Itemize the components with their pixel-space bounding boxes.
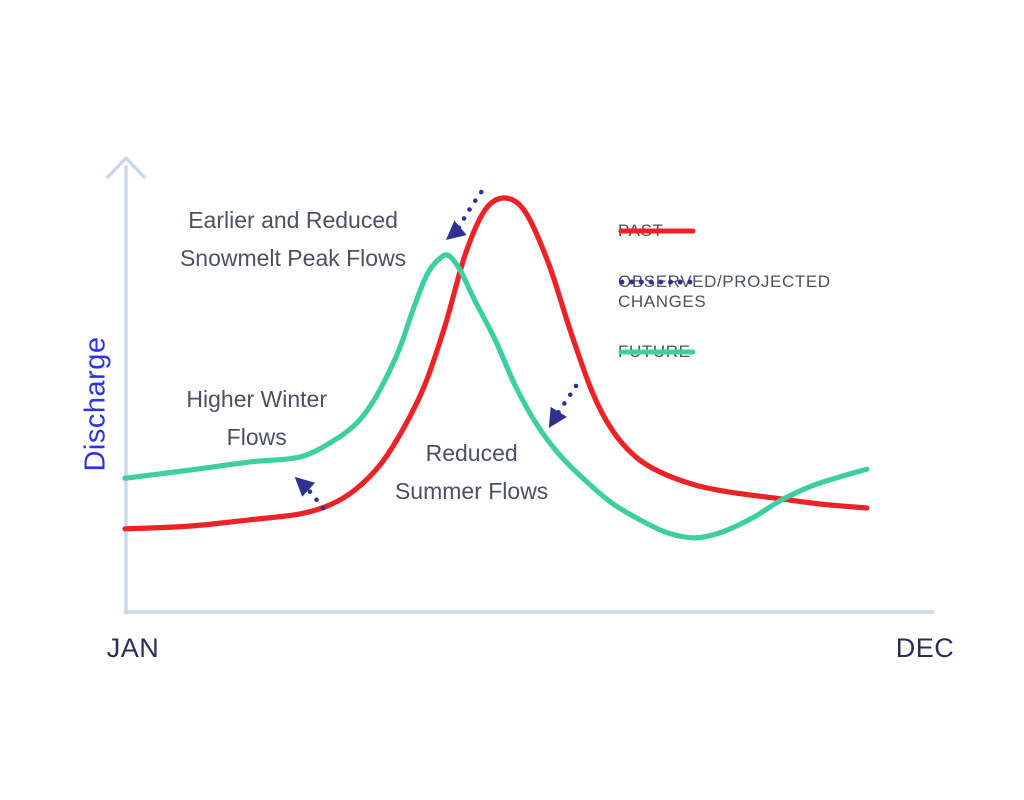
curve-past: [122, 195, 870, 532]
arrowhead-icon: [294, 476, 316, 497]
annotation-winter-flows: Higher Winter Flows: [186, 386, 328, 451]
legend-item-changes: OBSERVED/PROJECTED CHANGES: [618, 272, 848, 312]
legend-item-future: FUTURE: [618, 342, 848, 362]
y-axis-title: Discharge: [79, 336, 112, 472]
x-tick-dec: DEC: [895, 633, 955, 663]
arrow-snowmelt-shift: [446, 189, 484, 240]
legend-swatch-changes-icon: [619, 279, 695, 285]
annotation-summer-flows: Reduced Summer Flows: [394, 439, 549, 504]
legend-item-past: PAST: [618, 221, 848, 241]
arrowhead-icon: [548, 406, 567, 428]
annotation-snowmelt-peak: Earlier and Reduced Snowmelt Peak Flows: [179, 207, 407, 272]
legend-swatch-future-icon: [618, 349, 696, 355]
y-axis-arrow-icon: [106, 156, 146, 179]
arrow-summer-decrease: [548, 383, 579, 428]
curve-future: [122, 252, 870, 541]
arrowhead-icon: [446, 220, 467, 240]
legend-swatch-past-icon: [618, 228, 696, 234]
legend-label-changes: OBSERVED/PROJECTED CHANGES: [618, 272, 831, 311]
x-tick-jan: JAN: [106, 633, 160, 663]
arrow-winter-increase: [294, 476, 326, 511]
legend: PAST OBSERVED/PROJECTED CHANGES FUTURE: [618, 0, 948, 400]
